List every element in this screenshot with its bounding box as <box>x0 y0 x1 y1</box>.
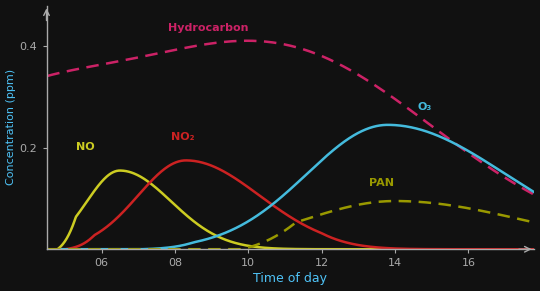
Text: NO₂: NO₂ <box>171 132 195 142</box>
Text: Hydrocarbon: Hydrocarbon <box>167 23 248 33</box>
Text: O₃: O₃ <box>417 102 431 112</box>
X-axis label: Time of day: Time of day <box>253 272 327 285</box>
Text: NO: NO <box>76 142 94 152</box>
Y-axis label: Concentration (ppm): Concentration (ppm) <box>5 69 16 185</box>
Text: PAN: PAN <box>369 178 394 188</box>
